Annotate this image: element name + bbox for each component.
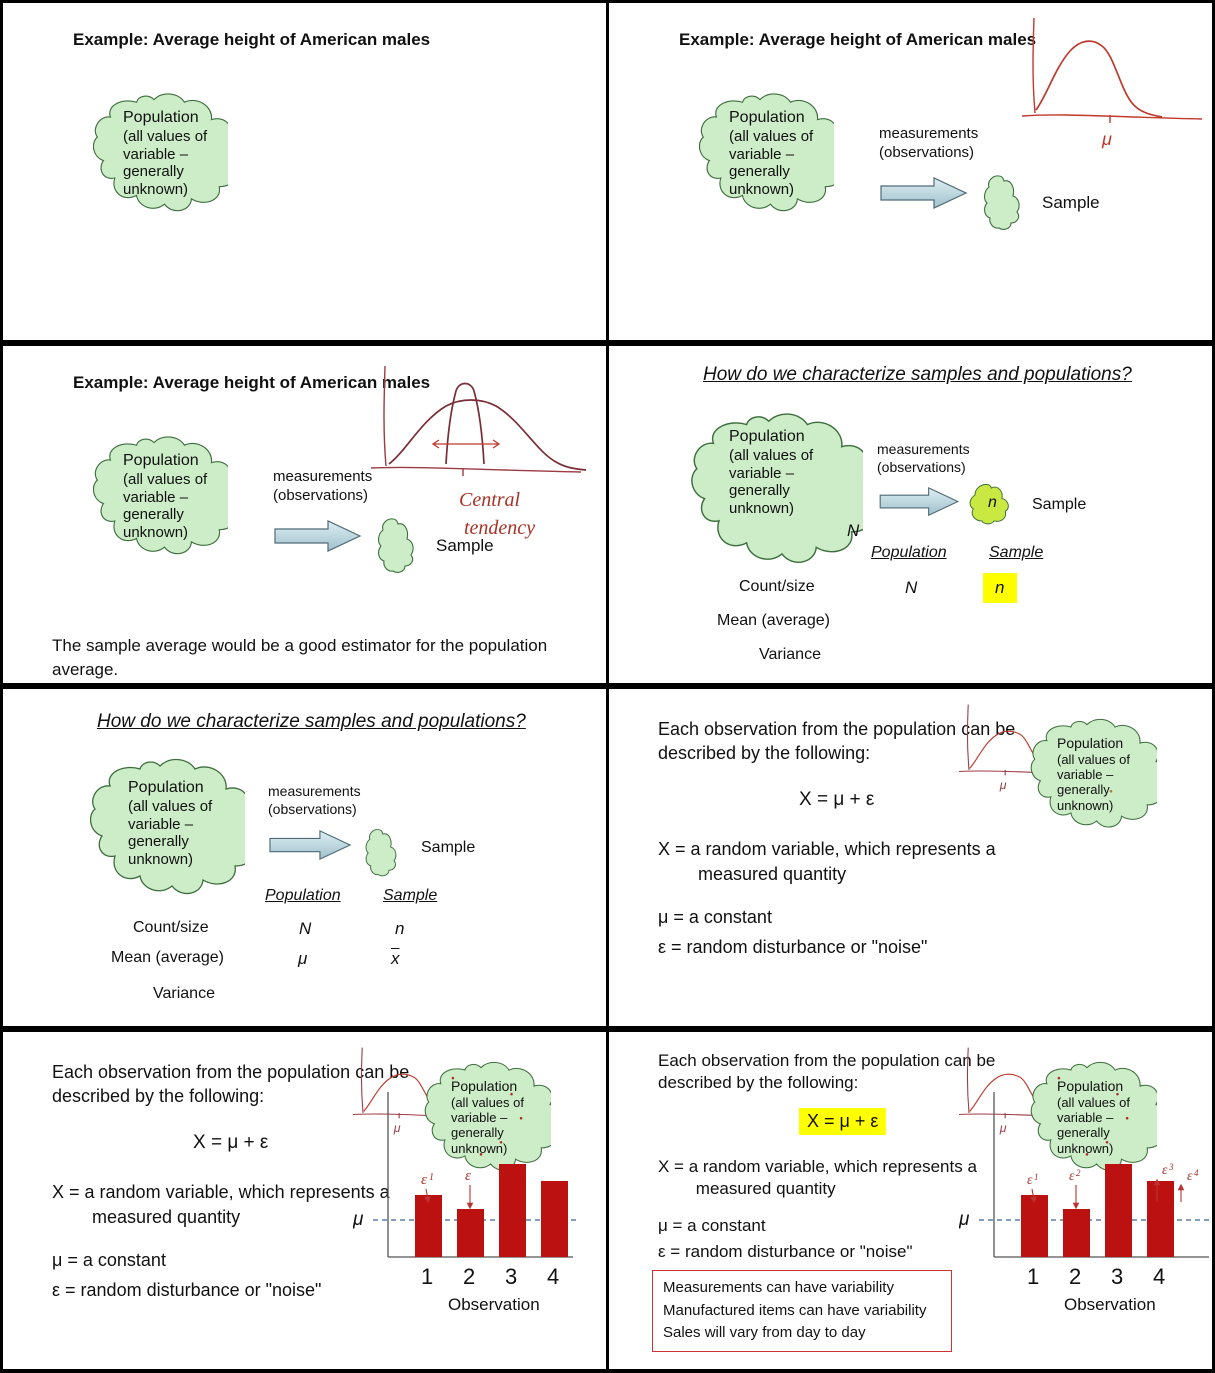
svg-text:μ: μ <box>1101 129 1112 149</box>
svg-text:2: 2 <box>463 1264 475 1289</box>
svg-text:3: 3 <box>505 1264 517 1289</box>
svg-text:ε: ε <box>1069 1169 1075 1184</box>
svg-text:4: 4 <box>547 1264 559 1289</box>
svg-text:ε: ε <box>465 1168 471 1184</box>
svg-text:ε: ε <box>421 1172 427 1188</box>
svg-text:μ: μ <box>959 1209 970 1230</box>
svg-text:Observation: Observation <box>448 1295 540 1312</box>
svg-text:1: 1 <box>421 1264 433 1289</box>
svg-text:ε: ε <box>1187 1169 1193 1184</box>
svg-text:1: 1 <box>1027 1264 1039 1289</box>
svg-text:ε: ε <box>1162 1163 1168 1178</box>
svg-text:2: 2 <box>1069 1264 1081 1289</box>
svg-text:Central: Central <box>459 489 521 511</box>
svg-text:μ: μ <box>999 778 1007 792</box>
svg-text:4: 4 <box>1194 1168 1199 1178</box>
svg-text:Observation: Observation <box>1064 1295 1156 1312</box>
svg-text:3: 3 <box>1111 1264 1123 1289</box>
svg-text:1: 1 <box>1034 1172 1039 1182</box>
svg-text:1: 1 <box>429 1172 434 1183</box>
svg-text:3: 3 <box>1168 1162 1174 1172</box>
svg-text:tendency: tendency <box>464 517 535 539</box>
svg-text:μ: μ <box>353 1209 364 1230</box>
svg-text:2: 2 <box>1076 1168 1081 1178</box>
svg-text:4: 4 <box>1153 1264 1165 1289</box>
svg-text:ε: ε <box>1027 1173 1033 1188</box>
